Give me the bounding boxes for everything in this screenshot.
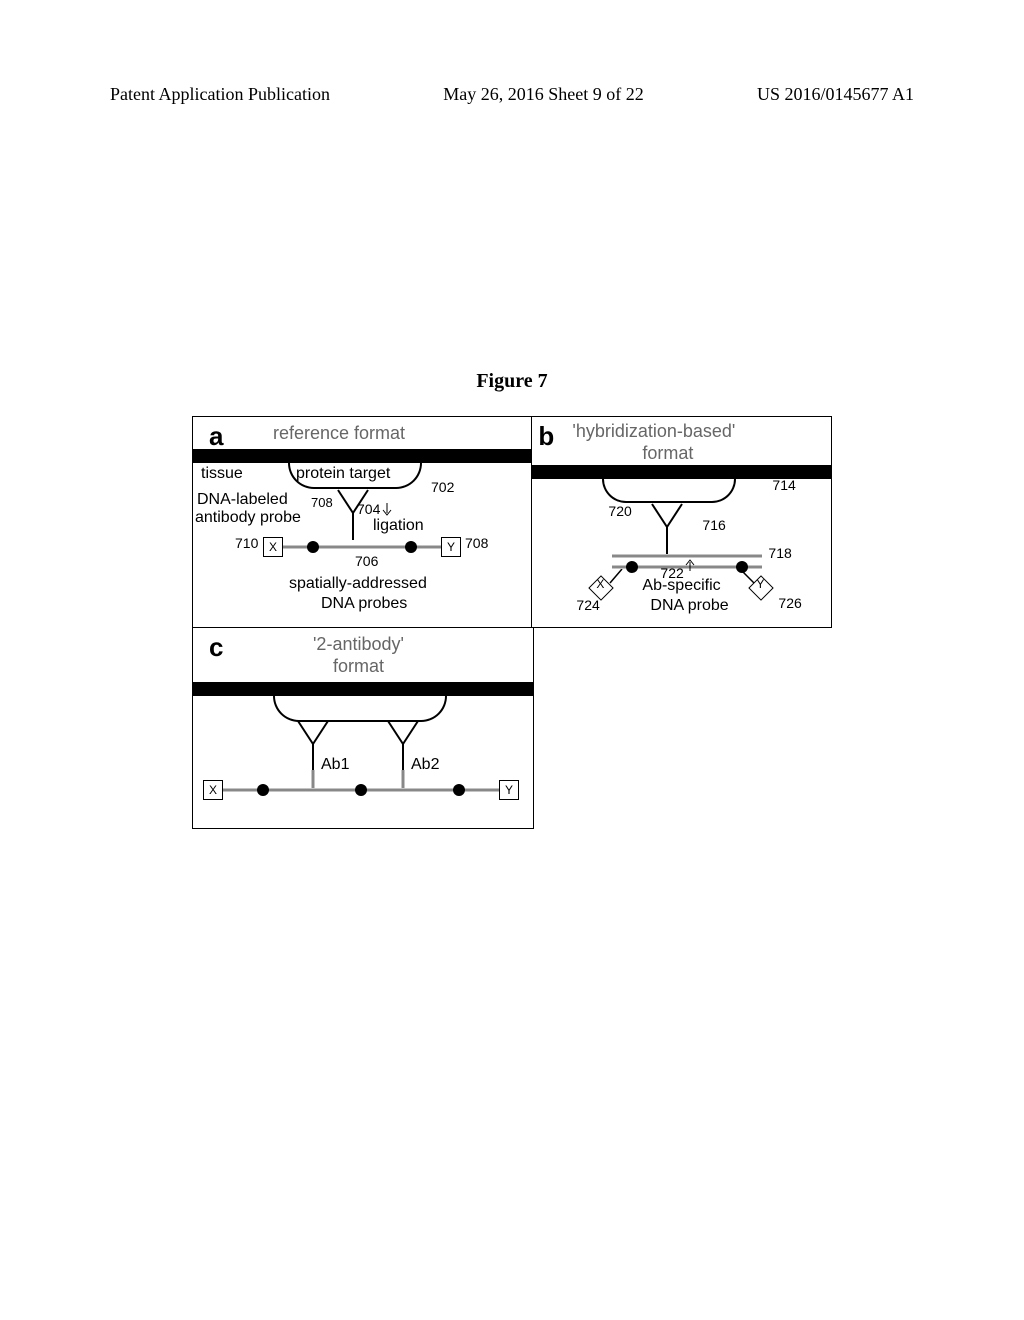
spatially-addressed-label: spatially-addressed xyxy=(289,575,427,593)
tissue-label: tissue xyxy=(201,465,243,483)
ref-708a: 708 xyxy=(311,495,333,510)
ref-714: 714 xyxy=(772,477,795,493)
dna-labeled-label: DNA-labeled xyxy=(197,491,288,509)
panel-c-title1: '2-antibody' xyxy=(313,634,404,655)
ref-720: 720 xyxy=(608,503,631,519)
ligation-label: ligation xyxy=(373,517,424,535)
header-right: US 2016/0145677 A1 xyxy=(757,84,914,105)
arrow-down-a xyxy=(381,503,393,517)
diagram-container: a reference format tissue protein target… xyxy=(192,416,832,829)
v-line-right-b xyxy=(736,569,756,589)
page-header: Patent Application Publication May 26, 2… xyxy=(0,84,1024,105)
header-center: May 26, 2016 Sheet 9 of 22 xyxy=(443,84,643,105)
ref-724: 724 xyxy=(576,597,599,613)
antibody-y-b xyxy=(647,499,687,555)
panel-b-letter: b xyxy=(538,421,554,452)
panel-a: a reference format tissue protein target… xyxy=(192,416,532,628)
panel-c: c '2-antibody' format Ab1 Ab2 X Y xyxy=(192,628,534,829)
ref-702: 702 xyxy=(431,479,454,495)
ref-710: 710 xyxy=(235,535,258,551)
dna-probes-label: DNA probes xyxy=(321,595,407,613)
x-box-a: X xyxy=(263,537,283,557)
panel-a-title: reference format xyxy=(273,423,405,444)
header-left: Patent Application Publication xyxy=(110,84,330,105)
panel-b-title1: 'hybridization-based' xyxy=(572,421,735,442)
protein-target-label: protein target xyxy=(296,465,390,483)
panel-c-letter: c xyxy=(209,632,223,663)
arrow-up-b xyxy=(684,559,696,571)
ab2-label: Ab2 xyxy=(411,756,439,774)
panel-a-letter: a xyxy=(209,421,223,452)
v-line-left-b xyxy=(608,569,628,589)
figure-title: Figure 7 xyxy=(0,370,1024,393)
probe-line-c xyxy=(223,784,499,796)
dna-probe-label: DNA probe xyxy=(650,597,728,615)
x-box-c: X xyxy=(203,780,223,800)
panel-b-title2: format xyxy=(642,443,693,464)
y-label-b: Y xyxy=(756,578,764,591)
ref-706: 706 xyxy=(355,553,378,569)
panel-row-top: a reference format tissue protein target… xyxy=(192,416,832,628)
antibody-y-a xyxy=(333,485,373,541)
tissue-bar-a xyxy=(193,449,533,463)
ab-specific-label: Ab-specific xyxy=(642,577,720,595)
x-label-b: X xyxy=(596,578,604,591)
panel-b: b 'hybridization-based' format 714 720 7… xyxy=(532,416,832,628)
y-box-c: Y xyxy=(499,780,519,800)
ab1-stem xyxy=(307,770,319,788)
ref-726: 726 xyxy=(778,595,801,611)
panel-c-title2: format xyxy=(333,656,384,677)
ab1-label: Ab1 xyxy=(321,756,349,774)
ref-708b: 708 xyxy=(465,535,488,551)
tissue-bar-c xyxy=(193,682,533,696)
ref-716: 716 xyxy=(702,517,725,533)
probe-line-a xyxy=(283,541,441,553)
ref-718: 718 xyxy=(768,545,791,561)
y-box-a: Y xyxy=(441,537,461,557)
antibody-probe-label: antibody probe xyxy=(195,509,301,527)
ab2-stem xyxy=(397,770,409,788)
